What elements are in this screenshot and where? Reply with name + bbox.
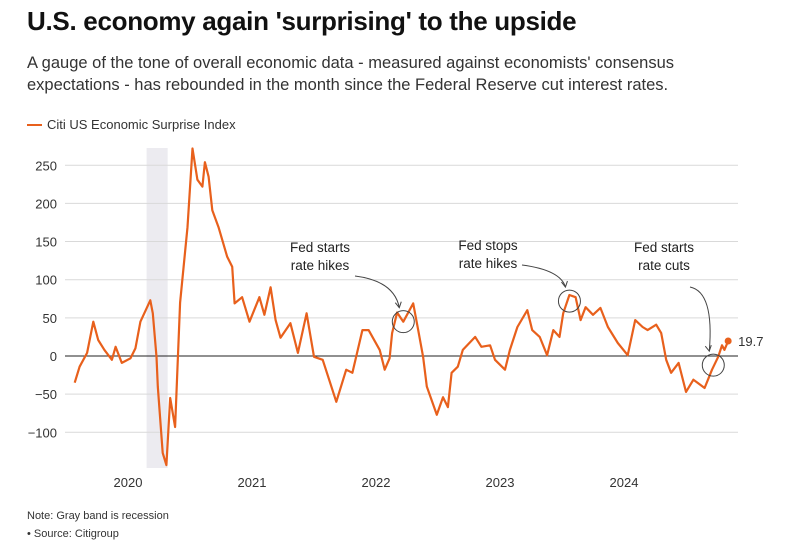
last-point-marker [724,337,732,345]
y-tick-label: 250 [35,158,57,173]
annotation-label: Fed stops [458,238,518,253]
annotation-label: Fed starts [290,240,350,255]
annotation-arrow [354,275,400,308]
x-tick-label: 2022 [362,475,391,490]
arrow-head-icon [561,280,568,289]
annotation-label: rate cuts [638,258,690,273]
annotation-arrow [689,286,711,352]
annotation-label: Fed starts [634,240,694,255]
annotation-circle [391,310,415,334]
x-tick-label: 2023 [486,475,515,490]
annotation-arrow [521,264,566,288]
note-recession: Note: Gray band is recession [27,510,169,522]
arrow-head-icon [394,301,402,309]
annotation-circle [701,353,725,377]
notes: Note: Gray band is recession • Source: C… [27,507,169,543]
x-tick-label: 2020 [114,475,143,490]
y-tick-label: −100 [28,425,57,440]
legend-swatch [27,123,42,126]
y-tick-label: 150 [35,235,57,250]
annotation-circle [557,289,581,313]
legend: Citi US Economic Surprise Index [27,117,236,132]
x-tick-label: 2024 [610,475,639,490]
y-tick-label: 0 [50,349,57,364]
last-value-label: 19.7 [738,334,763,349]
arrow-head-icon [704,344,712,353]
chart-subtitle: A gauge of the tone of overall economic … [27,54,675,94]
chart-title: U.S. economy again 'surprising' to the u… [27,6,577,36]
y-tick-label: −50 [35,387,57,402]
y-tick-label: 50 [43,311,57,326]
annotation-label: rate hikes [459,256,518,271]
y-tick-label: 100 [35,273,57,288]
x-tick-label: 2021 [238,475,267,490]
recession-band [146,148,168,468]
annotation-label: rate hikes [291,258,350,273]
series-line [73,147,730,467]
note-source: • Source: Citigroup [27,528,119,540]
legend-label: Citi US Economic Surprise Index [47,117,236,132]
y-tick-label: 200 [35,196,57,211]
